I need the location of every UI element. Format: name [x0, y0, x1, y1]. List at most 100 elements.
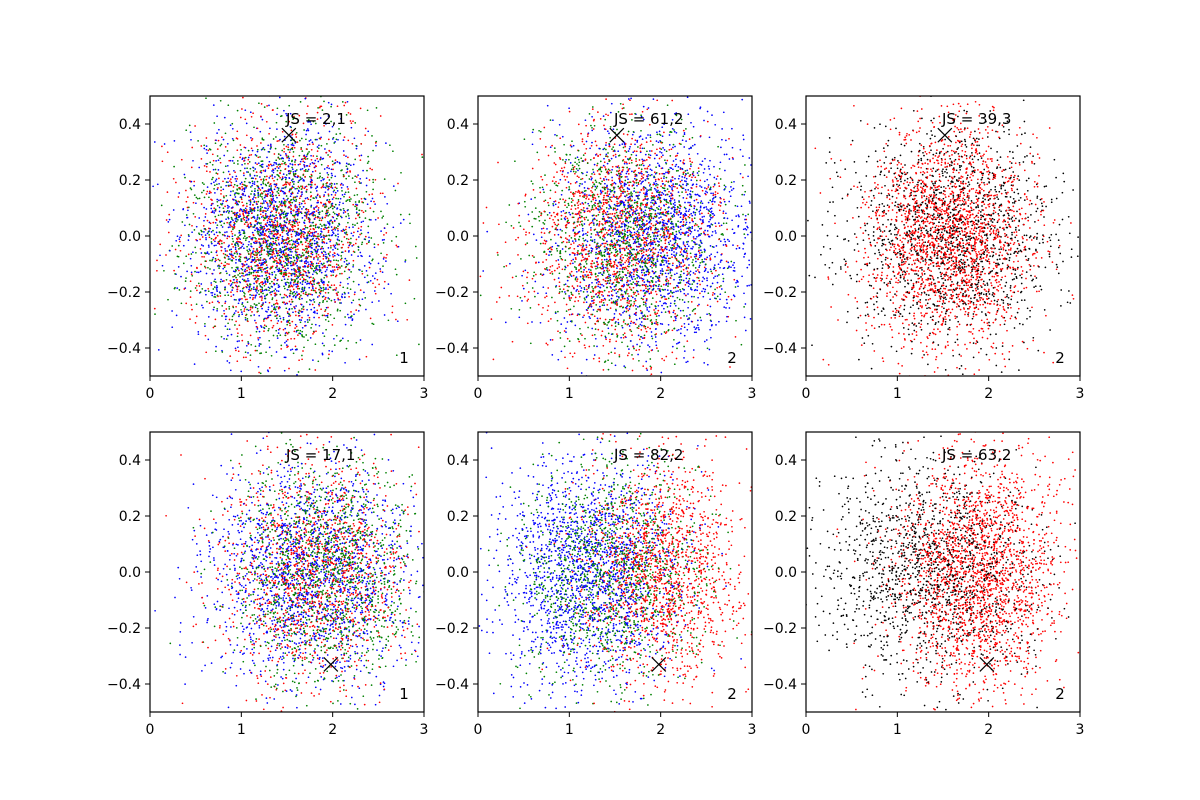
- scatter-point-series-3: [278, 212, 280, 214]
- scatter-point-series-1: [239, 298, 242, 300]
- scatter-point-series-1: [260, 244, 263, 247]
- scatter-point-series-1: [288, 248, 291, 251]
- scatter-point-series-2: [323, 344, 325, 347]
- scatter-point-series-2: [244, 239, 247, 242]
- scatter-point-series-3: [605, 338, 607, 341]
- scatter-point-series-2: [292, 352, 295, 355]
- scatter-point-series-1: [261, 275, 263, 277]
- scatter-point-series-3: [279, 215, 282, 218]
- scatter-point-series-2: [189, 290, 192, 292]
- scatter-point-series-2: [250, 243, 252, 245]
- scatter-point-series-3: [238, 255, 241, 258]
- scatter-point-series-3: [226, 254, 228, 257]
- scatter-point-series-3: [355, 309, 358, 311]
- scatter-point-series-2: [589, 269, 592, 271]
- scatter-point-series-2: [250, 267, 253, 270]
- scatter-point-series-1: [268, 104, 270, 107]
- scatter-point-series-3: [241, 339, 244, 342]
- scatter-point-series-1: [287, 143, 289, 146]
- scatter-point-series-1: [348, 249, 350, 252]
- scatter-point-series-1: [215, 288, 218, 291]
- scatter-point-series-2: [326, 300, 328, 303]
- scatter-point-series-3: [291, 320, 294, 323]
- scatter-point-series-1: [294, 245, 297, 247]
- scatter-point-series-2: [326, 316, 329, 319]
- scatter-point-series-1: [732, 264, 734, 266]
- scatter-point-series-3: [371, 193, 374, 195]
- scatter-point-series-2: [270, 266, 273, 269]
- scatter-point-series-1: [309, 183, 312, 186]
- scatter-point-series-1: [581, 202, 584, 204]
- scatter-point-series-1: [282, 173, 285, 175]
- scatter-point-series-1: [251, 255, 254, 258]
- scatter-point-series-3: [319, 138, 322, 140]
- scatter-point-series-1: [254, 306, 257, 309]
- scatter-point-series-1: [262, 147, 265, 149]
- scatter-point-series-2: [337, 259, 340, 262]
- scatter-point-series-3: [292, 281, 295, 284]
- scatter-point-series-3: [242, 187, 244, 190]
- scatter-point-series-2: [272, 237, 275, 240]
- scatter-point-series-2: [243, 216, 246, 219]
- scatter-point-series-2: [258, 231, 260, 233]
- scatter-point-series-3: [210, 203, 213, 205]
- scatter-point-series-1: [317, 160, 320, 163]
- scatter-point-series-2: [292, 198, 295, 200]
- scatter-point-series-1: [246, 259, 249, 262]
- scatter-point-series-3: [590, 190, 592, 192]
- scatter-point-series-1: [318, 266, 321, 269]
- scatter-point-series-2: [333, 212, 336, 215]
- scatter-point-series-2: [293, 174, 295, 176]
- scatter-point-series-1: [285, 221, 288, 224]
- scatter-point-series-1: [295, 348, 298, 351]
- scatter-point-series-3: [280, 321, 283, 323]
- scatter-point-series-1: [206, 186, 209, 188]
- scatter-point-series-3: [260, 305, 262, 308]
- scatter-point-series-2: [707, 292, 710, 295]
- scatter-point-series-3: [156, 259, 158, 262]
- scatter-point-series-3: [223, 312, 226, 315]
- scatter-point-series-2: [264, 183, 267, 186]
- scatter-point-series-1: [592, 309, 595, 311]
- scatter-point-series-1: [208, 221, 211, 224]
- scatter-point-series-2: [350, 271, 352, 273]
- scatter-point-series-3: [396, 245, 399, 248]
- scatter-point-series-2: [333, 206, 336, 208]
- scatter-point-series-2: [195, 251, 197, 254]
- scatter-point-series-1: [249, 208, 252, 211]
- scatter-point-series-1: [344, 361, 346, 364]
- scatter-point-series-1: [370, 200, 372, 203]
- scatter-point-series-2: [643, 334, 646, 337]
- scatter-point-series-1: [654, 180, 657, 183]
- scatter-point-series-2: [268, 287, 271, 290]
- scatter-point-series-3: [315, 210, 318, 212]
- scatter-point-series-1: [269, 291, 271, 294]
- scatter-point-series-1: [290, 274, 293, 277]
- scatter-point-series-1: [337, 229, 339, 232]
- scatter-point-series-2: [285, 248, 288, 250]
- scatter-point-series-1: [330, 103, 333, 106]
- scatter-point-series-3: [600, 263, 603, 265]
- scatter-point-series-2: [239, 275, 241, 278]
- scatter-point-series-3: [347, 139, 350, 142]
- scatter-point-series-3: [321, 266, 324, 269]
- scatter-point-series-2: [274, 225, 277, 228]
- scatter-point-series-1: [270, 246, 273, 248]
- scatter-point-series-2: [321, 245, 324, 248]
- scatter-point-series-1: [237, 216, 240, 219]
- scatter-point-series-2: [214, 208, 217, 211]
- scatter-point-series-3: [280, 225, 283, 228]
- scatter-point-series-1: [337, 233, 339, 236]
- scatter-point-series-2: [277, 192, 280, 195]
- scatter-point-series-1: [297, 270, 300, 273]
- scatter-point-series-3: [285, 272, 288, 275]
- scatter-point-series-1: [244, 268, 247, 271]
- scatter-point-series-2: [301, 150, 304, 152]
- scatter-point-series-2: [336, 243, 339, 246]
- scatter-point-series-3: [302, 160, 305, 163]
- scatter-point-series-2: [347, 340, 349, 342]
- scatter-point-series-1: [274, 288, 277, 290]
- scatter-point-series-2: [242, 272, 244, 275]
- scatter-point-series-1: [217, 169, 220, 171]
- scatter-point-series-3: [241, 183, 244, 186]
